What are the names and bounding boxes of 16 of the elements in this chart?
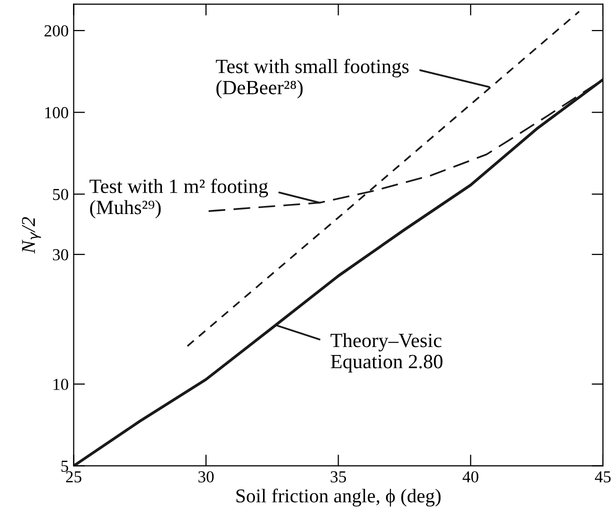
y-tick-label: 30 [52,249,68,260]
annotation: Test with 1 m² footing (Muhs²⁹) [90,178,268,218]
y-tick-label: 100 [45,107,68,118]
annotation: Test with small footings (DeBeer²⁸) [216,58,409,98]
y-tick-label: 50 [53,188,68,200]
x-tick-label: 25 [66,471,82,482]
y-tick-label: 10 [54,378,68,390]
x-tick-label: 40 [462,471,478,482]
y-axis-title: N$_{γ}$/2 [22,217,41,254]
x-tick-label: 30 [198,471,214,482]
x-tick-label: 45 [594,471,611,482]
annotation: Theory–Vesic Equation 2.80 [330,333,442,372]
x-tick-label: 35 [330,471,346,482]
x-axis-title: Soil friction angle, ϕ (deg) [236,488,441,507]
y-tick-label: 5 [61,460,68,472]
y-tick-label: 200 [44,25,68,36]
